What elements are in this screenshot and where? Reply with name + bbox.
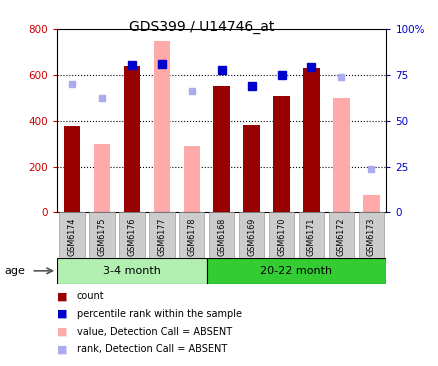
FancyBboxPatch shape xyxy=(179,212,204,258)
Bar xyxy=(243,125,259,212)
Text: ■: ■ xyxy=(57,291,67,302)
Text: percentile rank within the sample: percentile rank within the sample xyxy=(77,309,241,319)
FancyBboxPatch shape xyxy=(238,212,264,258)
Text: count: count xyxy=(77,291,104,302)
FancyBboxPatch shape xyxy=(57,258,206,284)
Text: GSM6173: GSM6173 xyxy=(366,218,375,256)
Bar xyxy=(124,66,140,212)
Text: GSM6175: GSM6175 xyxy=(97,218,106,256)
Bar xyxy=(213,86,230,212)
FancyBboxPatch shape xyxy=(328,212,353,258)
Text: GSM6177: GSM6177 xyxy=(157,218,166,256)
FancyBboxPatch shape xyxy=(358,212,383,258)
Text: GSM6172: GSM6172 xyxy=(336,218,345,256)
Text: GSM6170: GSM6170 xyxy=(276,218,286,256)
Bar xyxy=(94,143,110,212)
Bar xyxy=(273,96,289,212)
Bar xyxy=(64,127,80,212)
Bar xyxy=(303,68,319,212)
Text: age: age xyxy=(4,266,25,276)
FancyBboxPatch shape xyxy=(59,212,85,258)
FancyBboxPatch shape xyxy=(89,212,114,258)
Text: 3-4 month: 3-4 month xyxy=(103,266,160,276)
FancyBboxPatch shape xyxy=(119,212,144,258)
Text: GSM6168: GSM6168 xyxy=(217,218,226,256)
Bar xyxy=(153,41,170,212)
Bar xyxy=(362,195,379,212)
Text: GSM6174: GSM6174 xyxy=(67,218,76,256)
FancyBboxPatch shape xyxy=(206,258,385,284)
FancyBboxPatch shape xyxy=(268,212,293,258)
Text: ■: ■ xyxy=(57,344,67,354)
Text: ■: ■ xyxy=(57,326,67,337)
Text: 20-22 month: 20-22 month xyxy=(260,266,332,276)
FancyBboxPatch shape xyxy=(208,212,234,258)
Text: GSM6171: GSM6171 xyxy=(306,218,315,256)
Text: value, Detection Call = ABSENT: value, Detection Call = ABSENT xyxy=(77,326,231,337)
Bar xyxy=(332,98,349,212)
Text: GSM6178: GSM6178 xyxy=(187,218,196,256)
FancyBboxPatch shape xyxy=(149,212,174,258)
FancyBboxPatch shape xyxy=(298,212,324,258)
Text: GDS399 / U14746_at: GDS399 / U14746_at xyxy=(129,20,274,34)
Bar xyxy=(183,146,200,212)
Text: rank, Detection Call = ABSENT: rank, Detection Call = ABSENT xyxy=(77,344,226,354)
Text: ■: ■ xyxy=(57,309,67,319)
Text: GSM6176: GSM6176 xyxy=(127,218,136,256)
Text: GSM6169: GSM6169 xyxy=(247,218,255,256)
